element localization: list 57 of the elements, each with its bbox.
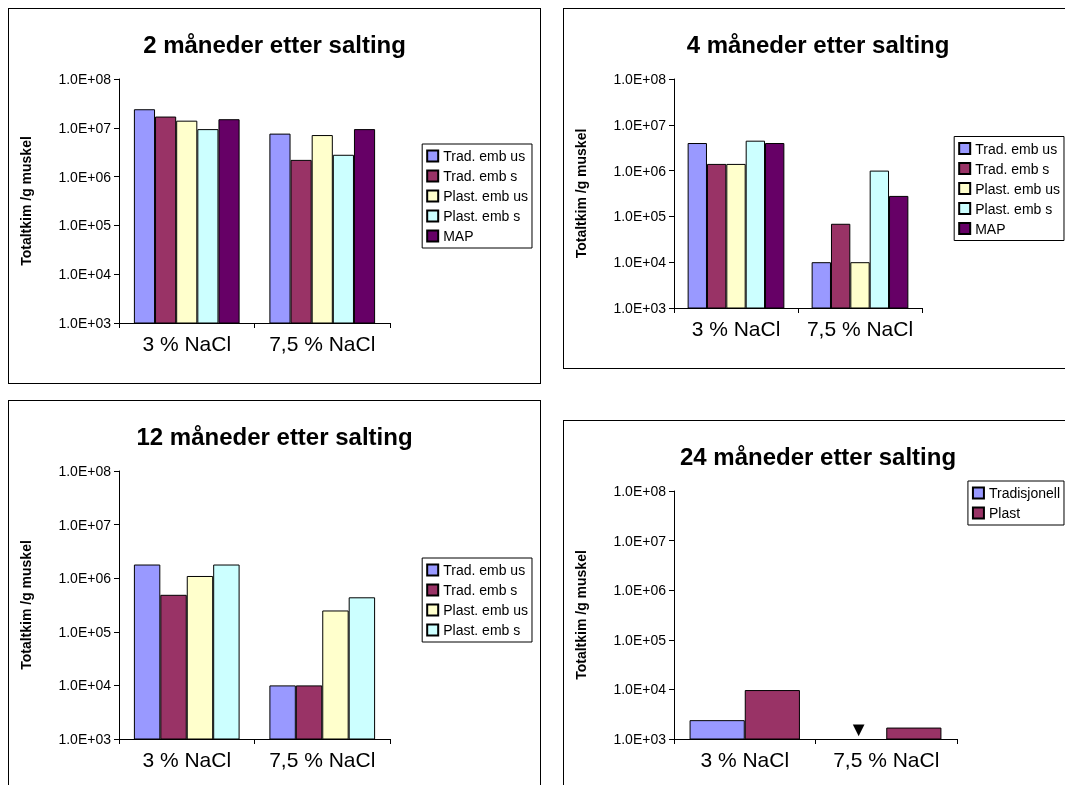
y-tick-label: 1.0E+07 [613, 532, 667, 549]
y-tick-label: 1.0E+05 [613, 631, 667, 648]
legend-label: Trad. emb us [975, 140, 1058, 157]
legend-label: Plast. emb s [443, 208, 521, 224]
x-tick-label: 3 % NaCl [691, 317, 781, 340]
y-tick-label: 1.0E+06 [613, 162, 667, 179]
y-tick-label: 1.0E+08 [613, 71, 667, 87]
y-tick-label: 1.0E+06 [58, 570, 112, 587]
y-tick-label: 1.0E+04 [613, 254, 667, 271]
annotation: ▼ [848, 718, 869, 740]
y-tick-label: 1.0E+03 [58, 315, 112, 331]
legend-label: Tradisjonell [988, 485, 1061, 501]
y-tick-label: 1.0E+03 [613, 300, 667, 316]
x-tick-label: 3 % NaCl [142, 332, 232, 355]
y-tick-label: 1.0E+07 [58, 516, 112, 533]
y-tick-label: 1.0E+05 [58, 623, 112, 640]
y-tick-label: 1.0E+08 [613, 483, 667, 499]
legend-label: Plast. emb s [975, 200, 1053, 217]
x-tick-label: 7,5 % NaCl [806, 317, 914, 340]
y-axis-title: Totaltkim /g muskel [573, 550, 589, 680]
y-axis-title: Totaltkim /g muskel [18, 540, 34, 670]
y-tick-label: 1.0E+04 [58, 266, 112, 283]
legend-label: Trad. emb s [443, 582, 518, 598]
y-tick-label: 1.0E+07 [58, 119, 112, 136]
y-tick-label: 1.0E+05 [58, 217, 112, 234]
x-tick-label: 7,5 % NaCl [269, 332, 376, 355]
y-tick-label: 1.0E+06 [58, 168, 112, 185]
legend-label: Trad. emb s [975, 160, 1050, 177]
legend-label: Plast. emb us [443, 602, 529, 618]
y-tick-label: 1.0E+03 [613, 731, 667, 747]
chart-title: 4 måneder etter salting [686, 30, 950, 58]
y-tick-label: 1.0E+08 [58, 463, 112, 479]
legend-label: MAP [975, 220, 1006, 237]
y-axis-title: Totaltkim /g muskel [18, 136, 34, 266]
x-tick-label: 3 % NaCl [142, 748, 232, 771]
legend-label: MAP [443, 228, 474, 244]
y-tick-label: 1.0E+03 [58, 731, 112, 747]
y-tick-label: 1.0E+05 [613, 208, 667, 225]
x-tick-label: 7,5 % NaCl [269, 748, 376, 771]
chart-title: 2 måneder etter salting [143, 30, 406, 58]
x-tick-label: 3 % NaCl [700, 748, 790, 771]
legend-label: Plast. emb us [443, 188, 529, 204]
x-tick-label: 7,5 % NaCl [833, 748, 940, 771]
legend-label: Trad. emb us [443, 562, 526, 578]
legend-label: Trad. emb us [443, 148, 526, 164]
y-tick-label: 1.0E+08 [58, 71, 112, 87]
legend-label: Plast [988, 505, 1021, 521]
chart-title: 12 måneder etter salting [136, 422, 413, 450]
y-axis-title: Totaltkim /g muskel [573, 128, 589, 259]
y-tick-label: 1.0E+04 [613, 681, 667, 698]
y-tick-label: 1.0E+06 [613, 582, 667, 599]
y-tick-label: 1.0E+04 [58, 677, 112, 694]
y-tick-label: 1.0E+07 [613, 116, 667, 133]
chart-title: 24 måneder etter salting [679, 442, 957, 470]
legend-label: Trad. emb s [443, 168, 518, 184]
legend-label: Plast. emb us [975, 180, 1061, 197]
legend-label: Plast. emb s [443, 622, 521, 638]
